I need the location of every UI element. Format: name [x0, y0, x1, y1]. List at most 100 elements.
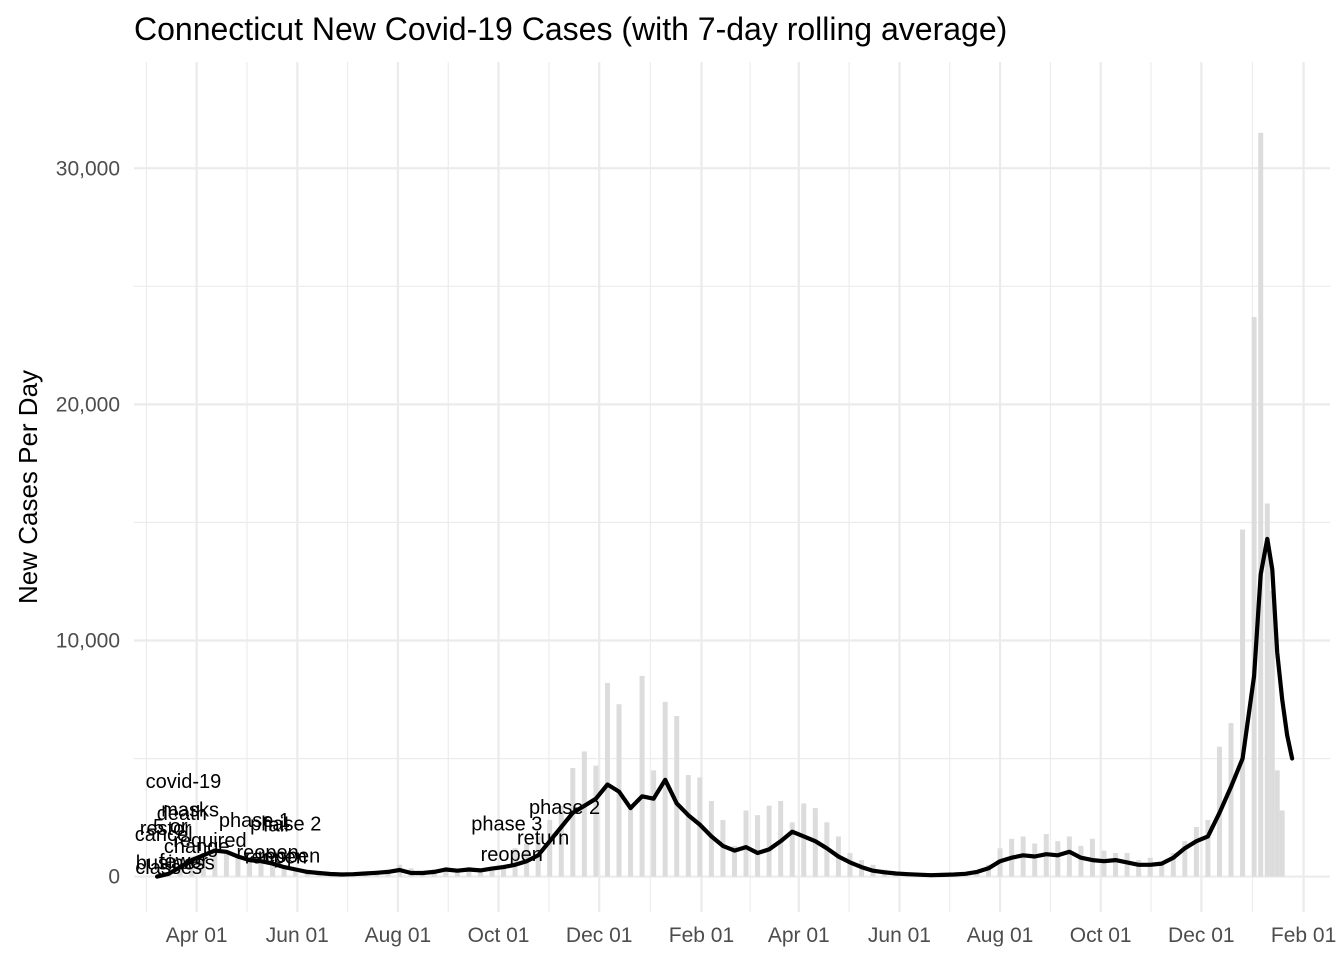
daily-bar	[477, 869, 483, 877]
x-tick-label: Feb 01	[669, 924, 734, 947]
daily-bar	[593, 765, 599, 877]
annotation-label: fewer	[159, 851, 208, 873]
daily-bar	[1066, 836, 1072, 877]
annotation-label: required	[173, 830, 246, 852]
daily-bar	[235, 856, 241, 877]
x-tick-label: Dec 01	[1168, 924, 1235, 947]
daily-bar	[581, 751, 587, 877]
daily-bar	[755, 815, 761, 877]
x-tick-label: Jun 01	[266, 924, 329, 947]
daily-bar	[1159, 862, 1165, 877]
daily-bar	[1279, 810, 1285, 877]
annotation-label: classes	[135, 857, 202, 879]
annotation-label: phase 1	[219, 810, 290, 832]
annotation-label: death	[157, 803, 207, 825]
daily-bar	[547, 819, 553, 877]
x-tick-label: Jun 01	[868, 924, 931, 947]
annotation-label: return	[517, 828, 569, 850]
daily-bar	[466, 867, 472, 877]
daily-bar	[258, 861, 264, 877]
y-tick-label: 10,000	[56, 629, 120, 652]
annotation-label: reopen	[258, 845, 320, 867]
daily-bar	[1101, 850, 1107, 877]
annotation-label: masks	[161, 799, 219, 821]
y-axis-label: New Cases Per Day	[13, 370, 43, 604]
daily-bar	[1078, 845, 1084, 877]
y-tick-label: 0	[108, 866, 120, 889]
daily-bar	[801, 803, 807, 877]
daily-bar	[1264, 503, 1270, 877]
daily-bar	[731, 845, 737, 877]
x-tick-label: Feb 01	[1271, 924, 1336, 947]
daily-bar	[281, 867, 287, 877]
rolling-average-line	[155, 536, 1295, 879]
daily-bar	[1182, 841, 1188, 877]
annotation-label: covid-19	[146, 771, 222, 793]
y-tick-label: 20,000	[56, 393, 120, 416]
daily-bar	[489, 867, 495, 877]
annotation-label: phase 2	[250, 813, 321, 835]
daily-bar	[1251, 317, 1257, 877]
daily-bar	[177, 864, 183, 877]
annotation-label: change	[164, 836, 230, 858]
daily-bar	[604, 682, 610, 877]
daily-bar	[720, 819, 726, 877]
daily-bar	[685, 775, 691, 877]
daily-bar	[1205, 819, 1211, 877]
daily-bar	[1147, 857, 1153, 877]
daily-bar	[986, 864, 992, 877]
x-tick-label: Aug 01	[967, 924, 1034, 947]
daily-bar	[1274, 770, 1280, 877]
daily-bar	[558, 805, 564, 877]
daily-bar	[246, 860, 252, 877]
annotation-label: business	[136, 852, 215, 874]
daily-bar	[743, 810, 749, 877]
daily-bar	[1032, 843, 1038, 877]
daily-bar	[304, 871, 310, 877]
annotation-label: phase 2	[529, 797, 600, 819]
daily-bar	[1269, 590, 1275, 877]
daily-bar	[1240, 529, 1246, 877]
daily-bar	[212, 847, 218, 877]
x-tick-label: Apr 01	[768, 924, 830, 947]
daily-bar	[651, 770, 657, 877]
daily-bar	[293, 869, 299, 877]
daily-bar	[1136, 860, 1142, 877]
daily-bar	[766, 805, 772, 877]
daily-bar	[570, 767, 576, 877]
annotation-label: 5 or	[153, 816, 188, 838]
daily-bar	[1258, 132, 1264, 877]
daily-bar	[1193, 827, 1199, 877]
grid	[134, 62, 1330, 912]
daily-bar	[1113, 852, 1119, 877]
daily-bar	[443, 867, 449, 877]
x-tick-label: Dec 01	[566, 924, 633, 947]
annotation-label: reopen	[481, 844, 543, 866]
chart-title: Connecticut New Covid-19 Cases (with 7-d…	[134, 11, 1007, 47]
daily-bar	[200, 852, 206, 877]
daily-bar	[628, 805, 634, 877]
daily-bar	[501, 864, 507, 877]
daily-bar	[1055, 841, 1061, 877]
y-tick-label: 30,000	[56, 157, 120, 180]
daily-bar	[639, 675, 645, 877]
annotation-label: fail	[263, 815, 289, 837]
daily-bar	[1228, 723, 1234, 877]
daily-bar	[674, 716, 680, 877]
annotation-label: phase 3	[471, 813, 542, 835]
x-tick-label: Oct 01	[1070, 924, 1132, 947]
annotation-label: cancel	[135, 824, 193, 846]
x-ticks: Apr 01 Jun 01 Aug 01 Oct 01 Dec 01 Feb 01 Apr …	[166, 924, 1337, 947]
x-tick-label: Aug 01	[365, 924, 432, 947]
y-ticks: 0 10,000 20,000 30,000	[56, 157, 120, 888]
daily-bars	[166, 132, 1285, 877]
daily-bar	[789, 822, 795, 877]
daily-bar	[454, 869, 460, 877]
daily-bar	[223, 852, 229, 877]
daily-bar	[512, 848, 518, 877]
annotation-label: restor	[140, 818, 191, 840]
rolling-average-path	[155, 536, 1295, 879]
x-tick-label: Apr 01	[166, 924, 228, 947]
